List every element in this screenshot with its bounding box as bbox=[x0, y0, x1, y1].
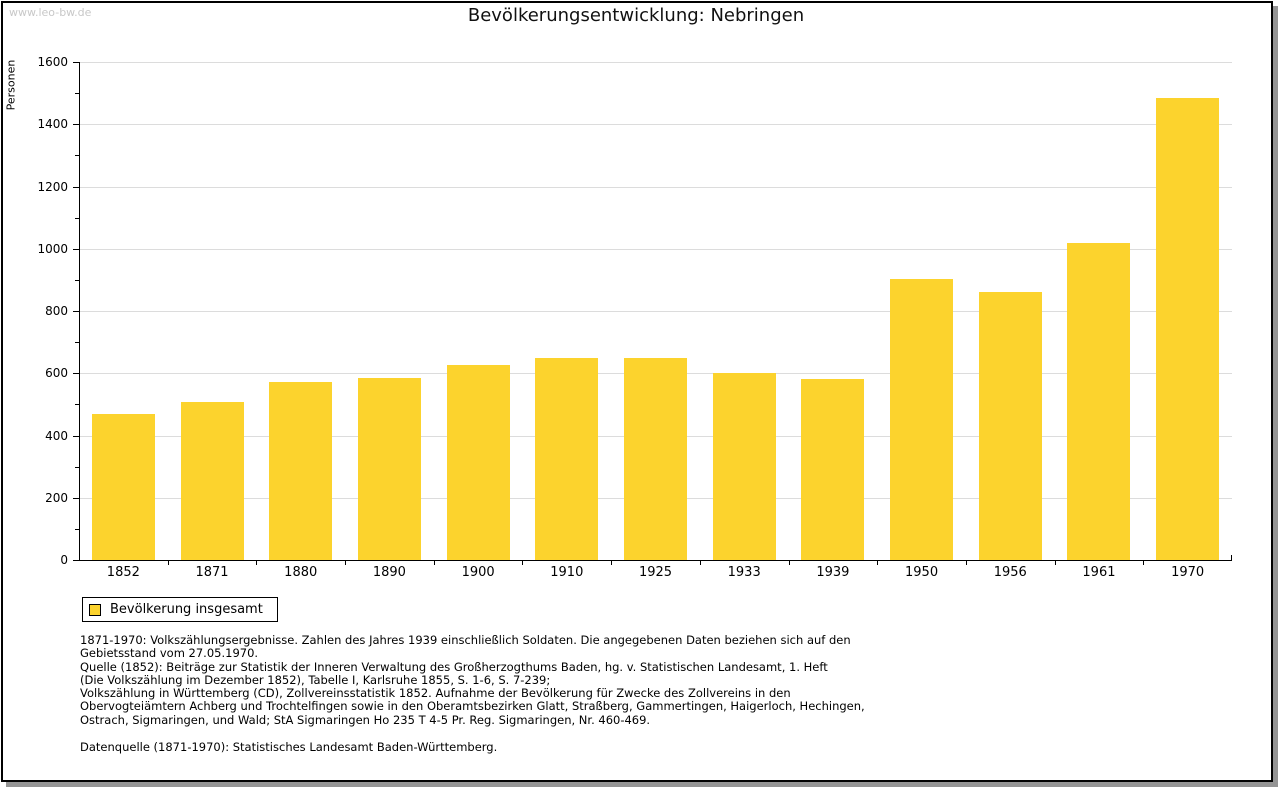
y-axis-tick-label: 800 bbox=[45, 304, 68, 318]
chart-title: Bevölkerungsentwicklung: Nebringen bbox=[467, 5, 805, 26]
gridline-1200 bbox=[79, 186, 1232, 188]
footnote-line: Volkszählung in Württemberg (CD), Zollve… bbox=[80, 686, 791, 701]
gridline-1000 bbox=[79, 248, 1232, 250]
bar-1933 bbox=[712, 373, 776, 560]
x-axis-line bbox=[79, 560, 1232, 561]
x-axis-tick bbox=[345, 561, 346, 565]
bar-1925 bbox=[624, 358, 687, 560]
y-axis-minor-tick bbox=[75, 342, 79, 344]
bar-1956 bbox=[978, 292, 1042, 560]
footnote-line: Gebietsstand vom 27.05.1970. bbox=[80, 646, 259, 661]
legend-swatch bbox=[89, 603, 101, 616]
y-axis-minor-tick bbox=[75, 404, 79, 406]
gridline-1600 bbox=[79, 62, 1232, 63]
y-axis-major-tick bbox=[73, 373, 79, 375]
x-axis-tick bbox=[434, 561, 435, 565]
bar-1890 bbox=[357, 377, 421, 560]
y-axis-minor-tick bbox=[75, 93, 79, 95]
y-axis-minor-tick bbox=[75, 466, 79, 468]
x-axis-tick-label: 1961 bbox=[1082, 565, 1116, 580]
y-axis-tick-label: 1200 bbox=[37, 179, 68, 194]
footnotes: 1871-1970: Volkszählungsergebnisse. Zahl… bbox=[80, 633, 865, 727]
x-axis-tick-label: 1890 bbox=[372, 565, 406, 580]
x-axis-tick-label: 1871 bbox=[195, 565, 229, 580]
y-axis-major-tick bbox=[73, 248, 79, 250]
y-axis-major-tick bbox=[73, 124, 79, 126]
x-axis-tick-label: 1880 bbox=[284, 565, 318, 580]
x-axis-tick bbox=[522, 561, 523, 565]
x-axis-tick-label: 1900 bbox=[461, 565, 495, 580]
bar-1910 bbox=[535, 358, 599, 560]
y-axis-tick-label: 200 bbox=[45, 490, 68, 505]
y-axis-tick-label: 400 bbox=[45, 428, 68, 443]
footnote-line: Quelle (1852): Beiträge zur Statistik de… bbox=[80, 659, 828, 674]
y-axis-minor-tick bbox=[75, 217, 79, 219]
x-axis-tick-label: 1950 bbox=[905, 565, 939, 580]
y-axis-major-tick bbox=[73, 62, 79, 63]
x-axis-tick-label: 1852 bbox=[106, 565, 140, 580]
y-axis-tick-label: 1400 bbox=[37, 117, 68, 132]
x-axis-tick bbox=[256, 561, 257, 565]
footnote-line: Ostrach, Sigmaringen, und Wald; StA Sigm… bbox=[80, 712, 651, 727]
x-axis-tick bbox=[966, 561, 967, 565]
y-axis-tick-label: 600 bbox=[45, 366, 68, 381]
y-axis-major-tick bbox=[73, 435, 79, 437]
gridline-1400 bbox=[79, 124, 1232, 126]
legend-label: Bevölkerung insgesamt bbox=[110, 602, 263, 617]
x-axis-tick-label: 1956 bbox=[993, 565, 1027, 580]
x-axis-tick bbox=[611, 561, 612, 565]
plot-area: 0 200 400 600 800 1000 1200 1400 1600 1852 1871 188… bbox=[37, 55, 1232, 580]
x-axis-tick-label: 1910 bbox=[550, 565, 584, 580]
x-axis-tick-label: 1925 bbox=[638, 565, 673, 580]
y-axis-tick-label: 1000 bbox=[37, 241, 68, 256]
bar-1900 bbox=[446, 364, 510, 560]
datasource-line: Datenquelle (1871-1970): Statistisches L… bbox=[80, 740, 498, 754]
x-axis-tick-label: 1933 bbox=[727, 565, 761, 580]
x-axis-tick bbox=[877, 561, 878, 565]
y-axis-caption: Personen bbox=[4, 59, 18, 111]
x-axis-tick-label: 1939 bbox=[816, 565, 850, 580]
y-axis-line bbox=[79, 62, 80, 561]
y-axis-major-tick bbox=[73, 497, 79, 499]
bar-1939 bbox=[801, 379, 865, 560]
y-axis-tick-label: 0 bbox=[60, 553, 68, 567]
x-axis-tick bbox=[168, 561, 169, 565]
bar-1880 bbox=[269, 381, 333, 560]
footnote-line: (Die Volkszählung im Dezember 1852), Tab… bbox=[80, 672, 551, 687]
x-axis-tick bbox=[1143, 561, 1144, 565]
bar-1852 bbox=[91, 413, 155, 560]
y-axis-minor-tick bbox=[75, 155, 79, 157]
bar-1871 bbox=[180, 401, 244, 560]
bar-1970 bbox=[1156, 98, 1220, 560]
y-axis-major-tick bbox=[73, 311, 79, 312]
y-axis-minor-tick bbox=[75, 279, 79, 281]
bar-1950 bbox=[890, 278, 954, 560]
x-axis-tick-label: 1970 bbox=[1171, 565, 1205, 580]
watermark: www.leo-bw.de bbox=[9, 6, 92, 19]
legend-box: Bevölkerung insgesamt bbox=[82, 597, 278, 622]
bar-1961 bbox=[1067, 243, 1131, 560]
x-axis-tick bbox=[789, 561, 790, 565]
y-axis-minor-tick bbox=[75, 528, 79, 530]
x-axis-tick bbox=[1055, 561, 1056, 565]
footnote-line: 1871-1970: Volkszählungsergebnisse. Zahl… bbox=[80, 633, 851, 647]
gridline-800 bbox=[79, 311, 1232, 312]
x-axis-end-tick bbox=[1231, 555, 1232, 560]
y-axis-major-tick bbox=[73, 186, 79, 188]
x-axis-tick bbox=[700, 561, 701, 565]
y-axis-major-tick bbox=[73, 560, 79, 561]
footnote-line: Obervogteiämtern Achberg und Trochtelfin… bbox=[80, 699, 865, 714]
y-axis-tick-label: 1600 bbox=[37, 55, 68, 69]
